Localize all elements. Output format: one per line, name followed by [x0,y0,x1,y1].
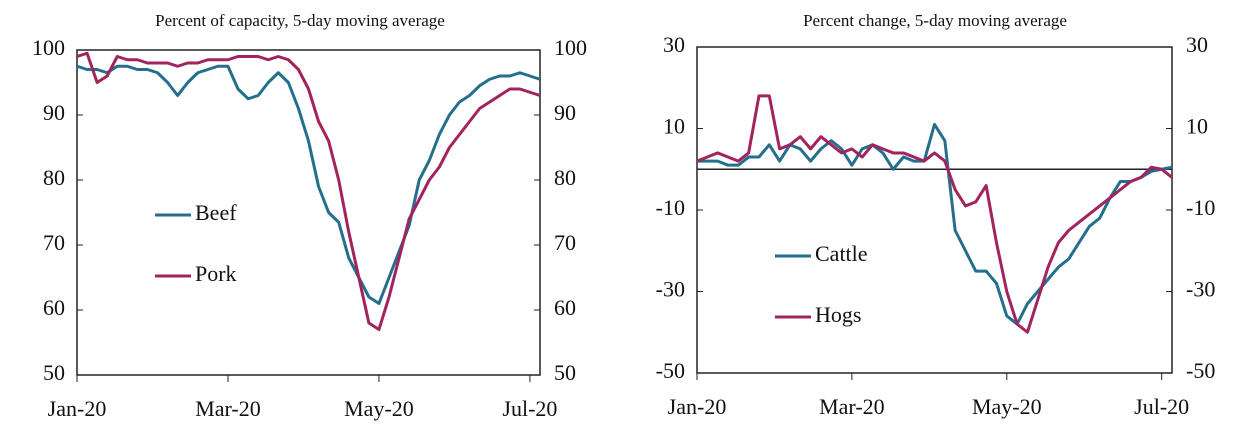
x-tick-label: Mar-20 [819,394,885,419]
y-tick-label: 90 [43,100,65,125]
series-line [76,51,541,331]
y-tick-label: -50 [656,358,685,383]
chart-title: Percent change, 5-day moving average [803,11,1067,30]
y2-tick-label: -30 [1186,277,1215,302]
chart-title: Percent of capacity, 5-day moving averag… [155,11,445,30]
series-line [697,122,1173,326]
x-tick-label: Jan-20 [668,394,727,419]
legend-label: Beef [195,200,237,225]
y2-tick-label: 10 [1186,114,1208,139]
y2-tick-label: 60 [554,295,576,320]
x-tick-label: Jan-20 [48,396,107,421]
x-tick-label: Mar-20 [195,396,261,421]
y-tick-label: 50 [43,360,65,385]
y2-tick-label: -50 [1186,358,1215,383]
y-tick-label: 10 [663,114,685,139]
x-tick-label: Jul-20 [1134,394,1189,419]
legend-label: Hogs [815,302,861,327]
y2-tick-label: -10 [1186,195,1215,220]
series-line [76,64,541,305]
y2-tick-label: 70 [554,230,576,255]
plot-frame [76,49,541,376]
y-tick-label: -10 [656,195,685,220]
y-tick-label: 70 [43,230,65,255]
y-tick-label: 60 [43,295,65,320]
x-tick-label: May-20 [344,396,414,421]
y-tick-label: 30 [663,32,685,57]
y-tick-label: -30 [656,277,685,302]
y2-tick-label: 80 [554,165,576,190]
y2-tick-label: 90 [554,100,576,125]
legend-label: Cattle [815,241,868,266]
y-tick-label: 80 [43,165,65,190]
legend-label: Pork [195,261,237,286]
y2-tick-label: 100 [554,35,587,60]
x-tick-label: Jul-20 [502,396,557,421]
y2-tick-label: 50 [554,360,576,385]
x-tick-label: May-20 [972,394,1042,419]
y-tick-label: 100 [32,35,65,60]
series-line [696,94,1173,334]
y2-tick-label: 30 [1186,32,1208,57]
